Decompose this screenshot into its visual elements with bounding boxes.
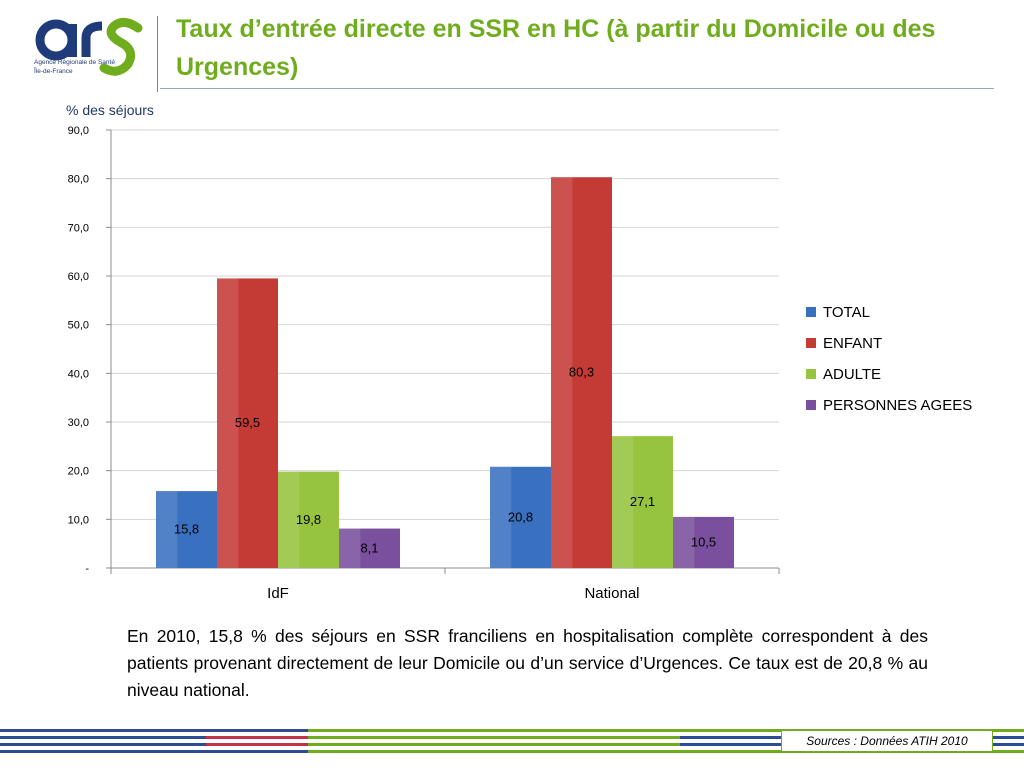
title-divider <box>160 88 994 89</box>
y-tick-label: 60,0 <box>68 271 89 283</box>
legend-label: PERSONNES AGEES <box>823 397 972 414</box>
chart-data-labels: 15,8 59,5 19,8 8,1 20,8 80,3 27,1 10,5 <box>174 365 716 556</box>
caption-paragraph: En 2010, 15,8 % des séjours en SSR franc… <box>127 626 928 700</box>
logo-divider <box>157 16 158 92</box>
bar-highlight <box>339 528 361 568</box>
chart-bars <box>156 177 734 568</box>
data-label: 20,8 <box>508 509 533 524</box>
data-label: 19,8 <box>296 512 321 527</box>
bar-highlight <box>490 466 512 568</box>
y-tick-label: 30,0 <box>68 417 89 429</box>
y-tick-label: 90,0 <box>68 125 89 137</box>
ars-logo: Agence Régionale de Santé Île-de-France <box>33 18 143 76</box>
bar <box>217 278 278 568</box>
data-label: 27,1 <box>630 494 655 509</box>
bar <box>490 466 551 568</box>
bar-highlight <box>217 278 239 568</box>
bar-highlight <box>551 177 573 568</box>
data-label: 59,5 <box>235 415 260 430</box>
logo-line2: Île-de-France <box>33 66 73 75</box>
legend-label: ADULTE <box>823 366 881 383</box>
bar-highlight <box>612 436 634 568</box>
bar-highlight <box>278 471 300 568</box>
data-label: 80,3 <box>569 365 594 380</box>
y-tick-label: 80,0 <box>68 174 89 186</box>
bar <box>156 491 217 568</box>
bar <box>339 528 400 568</box>
y-tick-label: 70,0 <box>68 222 89 234</box>
logo-line1: Agence Régionale de Santé <box>34 59 115 66</box>
data-label: 8,1 <box>360 540 378 555</box>
x-category-label: National <box>584 585 639 602</box>
legend-label: TOTAL <box>823 304 870 321</box>
y-tick-label: - <box>85 563 89 575</box>
page-title: Taux d’entrée directe en SSR en HC (à pa… <box>176 15 936 81</box>
y-tick-label: 40,0 <box>68 368 89 380</box>
data-label: 15,8 <box>174 522 199 537</box>
legend-swatch <box>806 400 816 410</box>
y-axis-label: % des séjours <box>66 102 154 118</box>
legend-swatch <box>806 307 816 317</box>
y-tick-label: 50,0 <box>68 320 89 332</box>
chart-legend: TOTAL ENFANT ADULTE PERSONNES AGEES <box>806 304 972 414</box>
legend-swatch <box>806 338 816 348</box>
bar <box>278 471 339 568</box>
bar-highlight <box>673 516 695 568</box>
data-label: 10,5 <box>691 534 716 549</box>
legend-swatch <box>806 369 816 379</box>
bar <box>612 436 673 568</box>
y-tick-label: 10,0 <box>68 514 89 526</box>
y-tick-label: 20,0 <box>68 466 89 478</box>
chart-gridlines <box>111 129 779 520</box>
legend-label: ENFANT <box>823 335 882 352</box>
x-category-label: IdF <box>267 585 289 602</box>
bar <box>551 177 612 568</box>
bar <box>673 516 734 568</box>
sources-box: Sources : Données ATIH 2010 <box>781 730 993 752</box>
bar-chart: % des séjours - 10,0 20,0 30,0 40,0 50,0 60,0 70… <box>66 102 972 602</box>
bar-highlight <box>156 491 178 568</box>
